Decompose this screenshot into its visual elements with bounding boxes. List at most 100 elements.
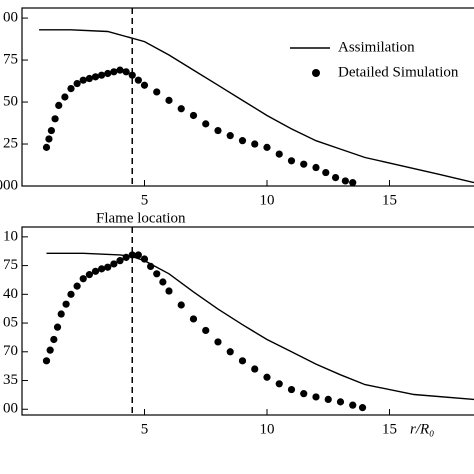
simulation-point — [98, 265, 106, 273]
y-tick-label: 05 — [3, 314, 18, 330]
simulation-point — [61, 93, 69, 101]
x-tick-label: 5 — [141, 421, 149, 437]
simulation-point — [263, 143, 271, 151]
simulation-point — [238, 357, 247, 365]
simulation-point — [312, 393, 320, 401]
y-tick-label: 000 — [0, 177, 18, 193]
simulation-point — [214, 126, 222, 135]
simulation-point — [55, 101, 63, 109]
y-tick-label: 25 — [3, 135, 18, 151]
simulation-point — [46, 346, 54, 354]
simulation-point — [128, 251, 136, 259]
simulation-point — [79, 76, 87, 84]
simulation-point — [341, 177, 349, 185]
y-tick-label: 35 — [3, 372, 18, 388]
legend-dot — [312, 69, 320, 77]
assimilation-line — [39, 29, 474, 184]
simulation-point — [189, 111, 198, 120]
simulation-point — [134, 251, 142, 259]
y-tick-label: 75 — [3, 257, 18, 273]
assimilation-line — [46, 252, 474, 401]
plot-frame — [21, 7, 474, 187]
simulation-point — [110, 260, 118, 268]
simulation-point — [42, 357, 51, 365]
x-tick-label: 10 — [259, 421, 274, 437]
y-tick-label: 50 — [3, 93, 18, 109]
simulation-point — [300, 390, 308, 398]
simulation-point — [79, 275, 87, 283]
simulation-point — [159, 278, 167, 286]
simulation-point — [238, 137, 247, 145]
y-tick-label: 70 — [3, 343, 18, 359]
simulation-point — [128, 71, 136, 79]
simulation-point — [331, 174, 340, 182]
x-tick-label: 15 — [382, 192, 397, 208]
simulation-point — [110, 68, 118, 76]
x-tick-label: 10 — [259, 192, 274, 208]
simulation-point — [202, 326, 210, 335]
simulation-point — [165, 96, 173, 104]
simulation-point — [85, 74, 93, 83]
simulation-point — [165, 287, 173, 295]
simulation-point — [73, 79, 81, 88]
simulation-point — [226, 132, 234, 140]
x-tick-label: 5 — [141, 192, 149, 208]
simulation-point — [153, 270, 161, 278]
simulation-point — [189, 315, 198, 323]
simulation-point — [53, 323, 62, 331]
simulation-point — [349, 401, 357, 409]
simulation-point — [73, 282, 81, 290]
simulation-point — [122, 68, 130, 76]
x-axis-label: r/R₀ — [410, 421, 434, 437]
simulation-point — [47, 126, 55, 135]
simulation-point — [322, 168, 330, 177]
simulation-point — [251, 140, 259, 148]
simulation-point — [226, 348, 234, 356]
simulation-point — [251, 365, 259, 373]
simulation-point — [140, 81, 149, 89]
simulation-point — [358, 404, 367, 412]
simulation-point — [287, 385, 296, 394]
simulation-point — [51, 115, 59, 123]
simulation-point — [116, 66, 124, 74]
plot-frame — [21, 226, 474, 416]
simulation-point — [122, 253, 130, 261]
simulation-point — [177, 105, 185, 113]
legend-label: Assimilation — [338, 39, 415, 55]
legend-label: Detailed Simulation — [338, 64, 459, 80]
simulation-point — [91, 73, 100, 81]
simulation-point — [287, 157, 296, 165]
simulation-point — [275, 380, 283, 388]
simulation-point — [177, 301, 185, 309]
simulation-point — [85, 271, 93, 279]
x-tick-label: 15 — [382, 421, 397, 437]
simulation-point — [104, 69, 112, 78]
simulation-point — [116, 257, 124, 265]
simulation-point — [45, 135, 53, 143]
y-tick-label: 75 — [3, 51, 18, 67]
simulation-point — [214, 338, 222, 346]
simulation-point — [62, 300, 70, 308]
y-tick-label: 10 — [3, 228, 18, 244]
simulation-point — [349, 179, 357, 187]
simulation-point — [140, 255, 149, 263]
simulation-point — [67, 85, 75, 93]
y-tick-label: 40 — [3, 286, 18, 302]
simulation-point — [153, 88, 161, 96]
simulation-point — [202, 120, 210, 128]
simulation-point — [300, 160, 308, 168]
simulation-point — [42, 143, 51, 151]
y-tick-label: 00 — [3, 401, 18, 417]
simulation-point — [147, 262, 155, 271]
simulation-point — [312, 163, 320, 172]
simulation-point — [275, 150, 283, 158]
simulation-point — [324, 395, 332, 404]
simulation-point — [336, 398, 345, 406]
simulation-point — [263, 373, 271, 381]
y-tick-label: 00 — [3, 10, 18, 26]
simulation-point — [50, 335, 58, 344]
simulation-point — [57, 310, 65, 318]
simulation-point — [104, 263, 112, 271]
simulation-point — [98, 71, 106, 79]
